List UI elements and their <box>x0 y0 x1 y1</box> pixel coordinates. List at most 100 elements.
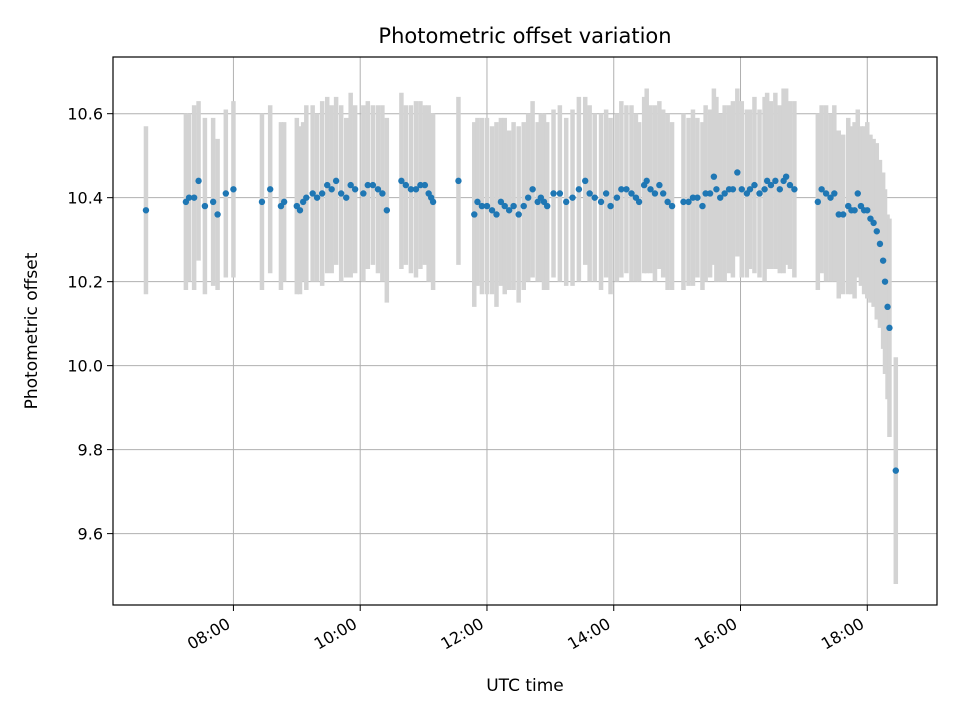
data-point <box>201 202 209 210</box>
data-point <box>505 207 513 214</box>
data-points <box>142 169 899 474</box>
x-tick-label: 16:00 <box>691 614 740 654</box>
data-point <box>586 190 593 197</box>
data-point <box>628 190 635 197</box>
data-point <box>602 190 610 197</box>
data-point <box>763 177 771 185</box>
data-point <box>591 194 598 201</box>
data-point <box>879 257 887 264</box>
data-point <box>814 198 822 206</box>
chart-title: Photometric offset variation <box>378 24 671 48</box>
data-point <box>569 194 576 201</box>
data-point <box>412 186 420 193</box>
data-point <box>190 194 198 201</box>
data-point <box>185 194 193 201</box>
plot-frame <box>112 56 938 606</box>
data-point <box>831 190 838 197</box>
data-point <box>195 177 202 185</box>
y-axis-label: Photometric offset <box>22 252 42 409</box>
data-point <box>613 194 621 201</box>
data-point <box>761 186 768 193</box>
data-point <box>296 207 304 214</box>
data-point <box>474 198 481 206</box>
data-point <box>343 194 350 201</box>
data-point <box>680 198 687 206</box>
data-point <box>767 181 775 189</box>
data-point <box>827 194 834 201</box>
data-point <box>710 173 718 180</box>
data-point <box>786 181 794 189</box>
data-point <box>607 202 614 210</box>
data-point <box>772 177 779 185</box>
y-tick-label: 9.6 <box>78 525 103 544</box>
x-tick-label: 12:00 <box>438 614 487 654</box>
data-point <box>881 278 889 285</box>
data-point <box>374 186 382 193</box>
y-tick-label: 10.6 <box>67 105 103 124</box>
data-point <box>332 177 340 185</box>
data-point <box>713 186 720 193</box>
data-point <box>873 228 880 235</box>
data-point <box>746 186 754 193</box>
data-point <box>369 181 377 189</box>
data-point <box>791 186 798 193</box>
x-tick-label: 14:00 <box>564 614 613 654</box>
data-point <box>520 202 527 210</box>
data-point <box>266 186 274 193</box>
error-bars <box>143 88 899 585</box>
data-point <box>835 211 842 218</box>
data-point <box>524 194 532 201</box>
data-point <box>142 207 150 214</box>
x-tick-label: 08:00 <box>184 614 233 654</box>
data-point <box>782 173 790 180</box>
data-point <box>851 207 858 214</box>
data-point <box>659 190 667 197</box>
data-point <box>324 181 331 189</box>
data-point <box>884 303 891 311</box>
data-point <box>421 181 429 189</box>
data-point <box>618 186 625 193</box>
data-point <box>886 324 893 332</box>
data-point <box>543 202 551 210</box>
data-point <box>839 211 847 218</box>
data-point <box>563 198 570 206</box>
data-point <box>756 190 763 197</box>
data-point <box>493 211 500 218</box>
data-point <box>351 186 359 193</box>
data-point <box>854 190 861 197</box>
data-point <box>689 194 697 201</box>
data-point <box>656 181 663 189</box>
data-point <box>643 177 650 185</box>
data-point <box>429 198 437 206</box>
data-point <box>407 186 415 193</box>
data-point <box>870 219 877 227</box>
data-point <box>347 181 354 189</box>
data-point <box>864 207 871 214</box>
data-point <box>651 190 659 197</box>
data-point <box>471 211 478 218</box>
data-point <box>280 198 288 206</box>
data-point <box>510 202 517 210</box>
data-point <box>501 202 508 210</box>
data-point <box>360 190 367 197</box>
y-tick-label: 10.0 <box>67 357 103 376</box>
data-point <box>623 186 630 193</box>
data-point <box>318 190 326 197</box>
data-point <box>497 198 505 206</box>
data-point <box>230 186 237 193</box>
data-point <box>455 177 462 185</box>
data-point <box>488 207 496 214</box>
data-point <box>694 194 701 201</box>
data-point <box>664 198 671 206</box>
data-point <box>303 194 310 201</box>
data-point <box>647 186 654 193</box>
data-point <box>483 202 491 210</box>
data-point <box>685 198 692 206</box>
x-axis-label: UTC time <box>486 676 564 696</box>
data-point <box>478 202 486 210</box>
data-point <box>706 190 714 197</box>
data-point <box>892 467 899 474</box>
x-tick-label: 18:00 <box>818 614 867 654</box>
data-point <box>529 186 536 193</box>
